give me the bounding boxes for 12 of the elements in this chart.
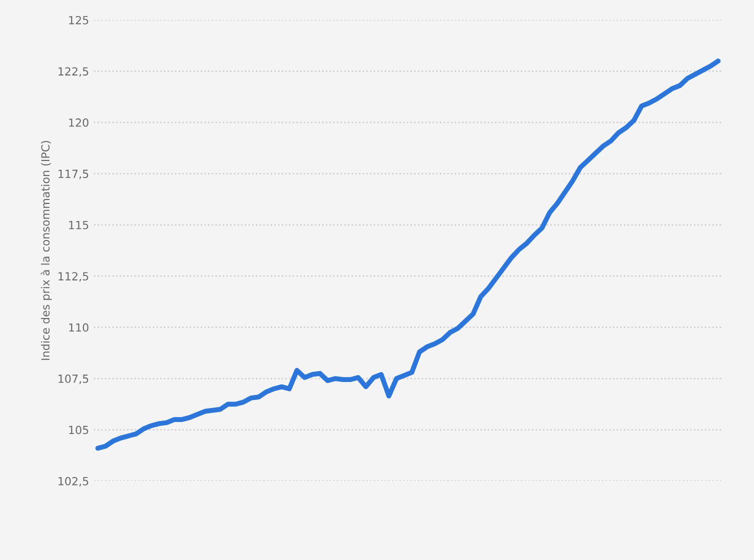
- y-tick-label: 125: [69, 16, 88, 24]
- y-tick-label: 122,5: [58, 67, 88, 77]
- y-tick-label: 112,5: [58, 272, 88, 282]
- y-tick-label: 102,5: [58, 476, 88, 487]
- y-tick-label: 105: [69, 426, 88, 434]
- y-axis-title: Indice des prix à la consommation (IPC): [40, 140, 52, 360]
- line-series: [95, 58, 721, 451]
- y-tick-label: 110: [69, 323, 88, 332]
- y-tick-label: 117,5: [58, 170, 88, 180]
- y-tick-label: 120: [69, 118, 88, 127]
- y-tick-label: 115: [69, 221, 88, 230]
- y-tick-label: 107,5: [58, 374, 88, 384]
